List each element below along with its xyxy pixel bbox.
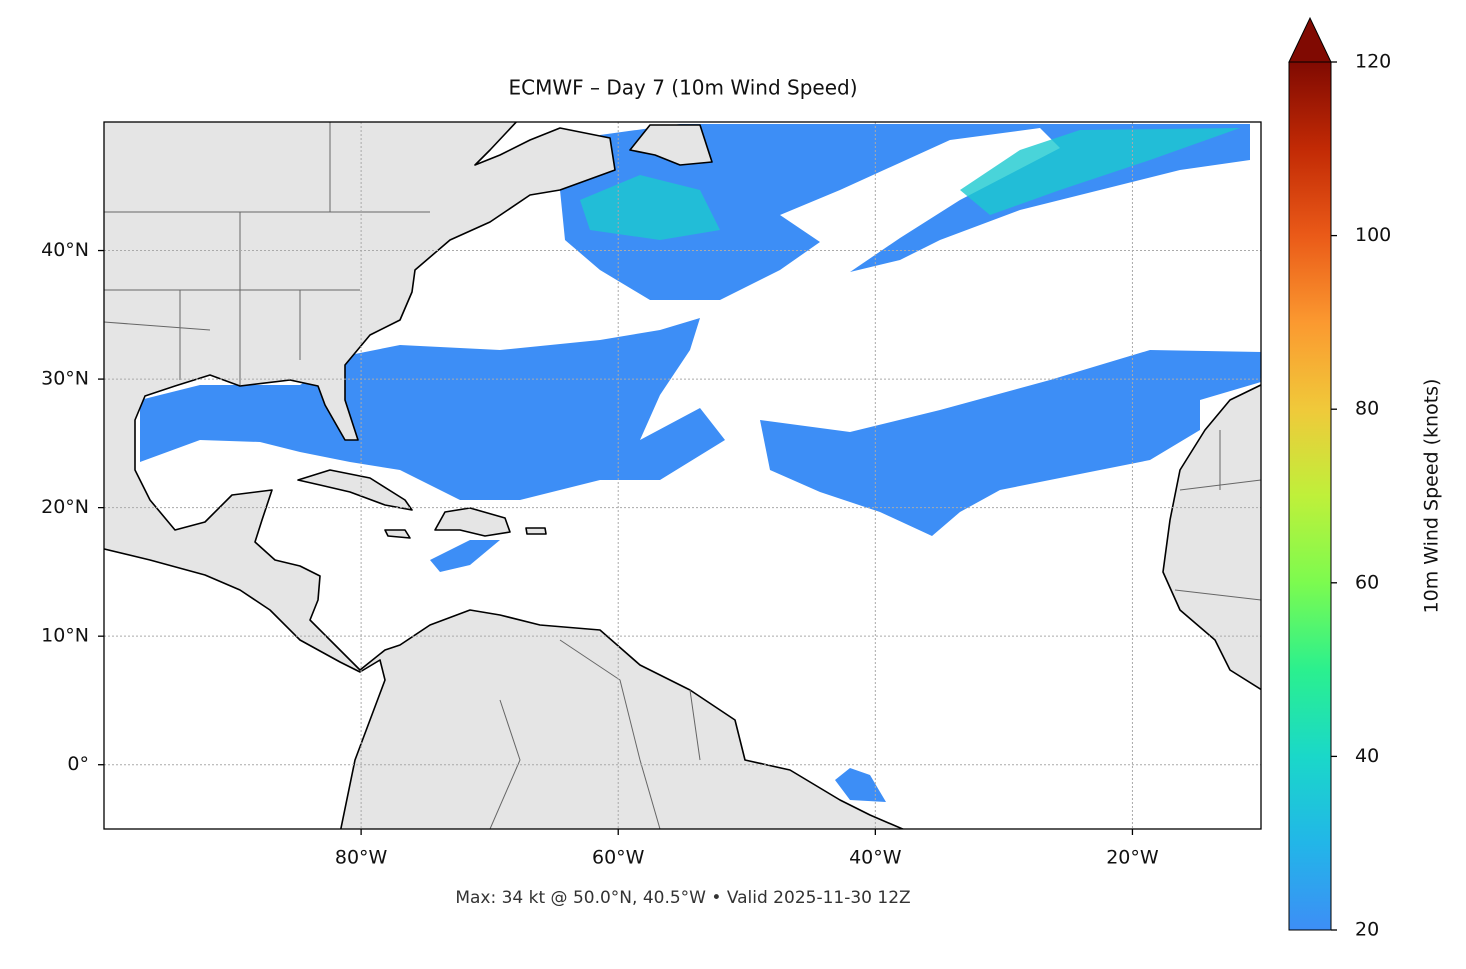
wind-area: [760, 350, 1261, 536]
colorbar-scale: [1288, 61, 1332, 931]
wind-area: [580, 128, 1240, 240]
newfoundland: [629, 124, 713, 166]
y-tick-label: 0°: [67, 753, 89, 775]
y-tick-label: 40°N: [41, 239, 89, 261]
north-america: [104, 122, 905, 829]
wind-area: [140, 318, 725, 500]
border: [104, 122, 1261, 829]
map: [104, 122, 1261, 829]
puerto-rico: [525, 527, 547, 535]
colorbar-tick-label: 120: [1355, 51, 1391, 73]
hispaniola: [434, 507, 511, 537]
chart-title: ECMWF – Day 7 (10m Wind Speed): [509, 76, 858, 100]
africa: [1162, 384, 1261, 691]
footer: Max: 34 kt @ 50.0°N, 40.5°W • Valid 2025…: [455, 888, 910, 908]
x-tick-label: 80°W: [335, 847, 388, 869]
colorbar-label: 10m Wind Speed (knots): [1421, 379, 1443, 614]
colorbar-tick-label: 40: [1355, 745, 1379, 767]
y-tick-label: 30°N: [41, 368, 89, 390]
x-tick-label: 40°W: [849, 847, 902, 869]
wind-field: [140, 124, 1261, 802]
colorbar-tick-label: 60: [1355, 571, 1379, 593]
land: [104, 122, 1261, 829]
colorbar-extend: [1288, 16, 1332, 63]
y-tick-label: 20°N: [41, 496, 89, 518]
colorbar-tick-label: 80: [1355, 398, 1379, 420]
x-tick-label: 60°W: [592, 847, 645, 869]
colorbar: 10m Wind Speed (knots): [1288, 16, 1443, 931]
cuba: [297, 469, 413, 511]
colorbar-tick-label: 20: [1355, 919, 1379, 941]
y-tick-label: 10°N: [41, 625, 89, 647]
grid: [104, 122, 1261, 829]
colorbar-tick-label: 100: [1355, 224, 1391, 246]
x-tick-label: 20°W: [1106, 847, 1159, 869]
wind-area: [430, 540, 886, 802]
map-frame: [103, 121, 1262, 830]
jamaica: [384, 529, 411, 539]
